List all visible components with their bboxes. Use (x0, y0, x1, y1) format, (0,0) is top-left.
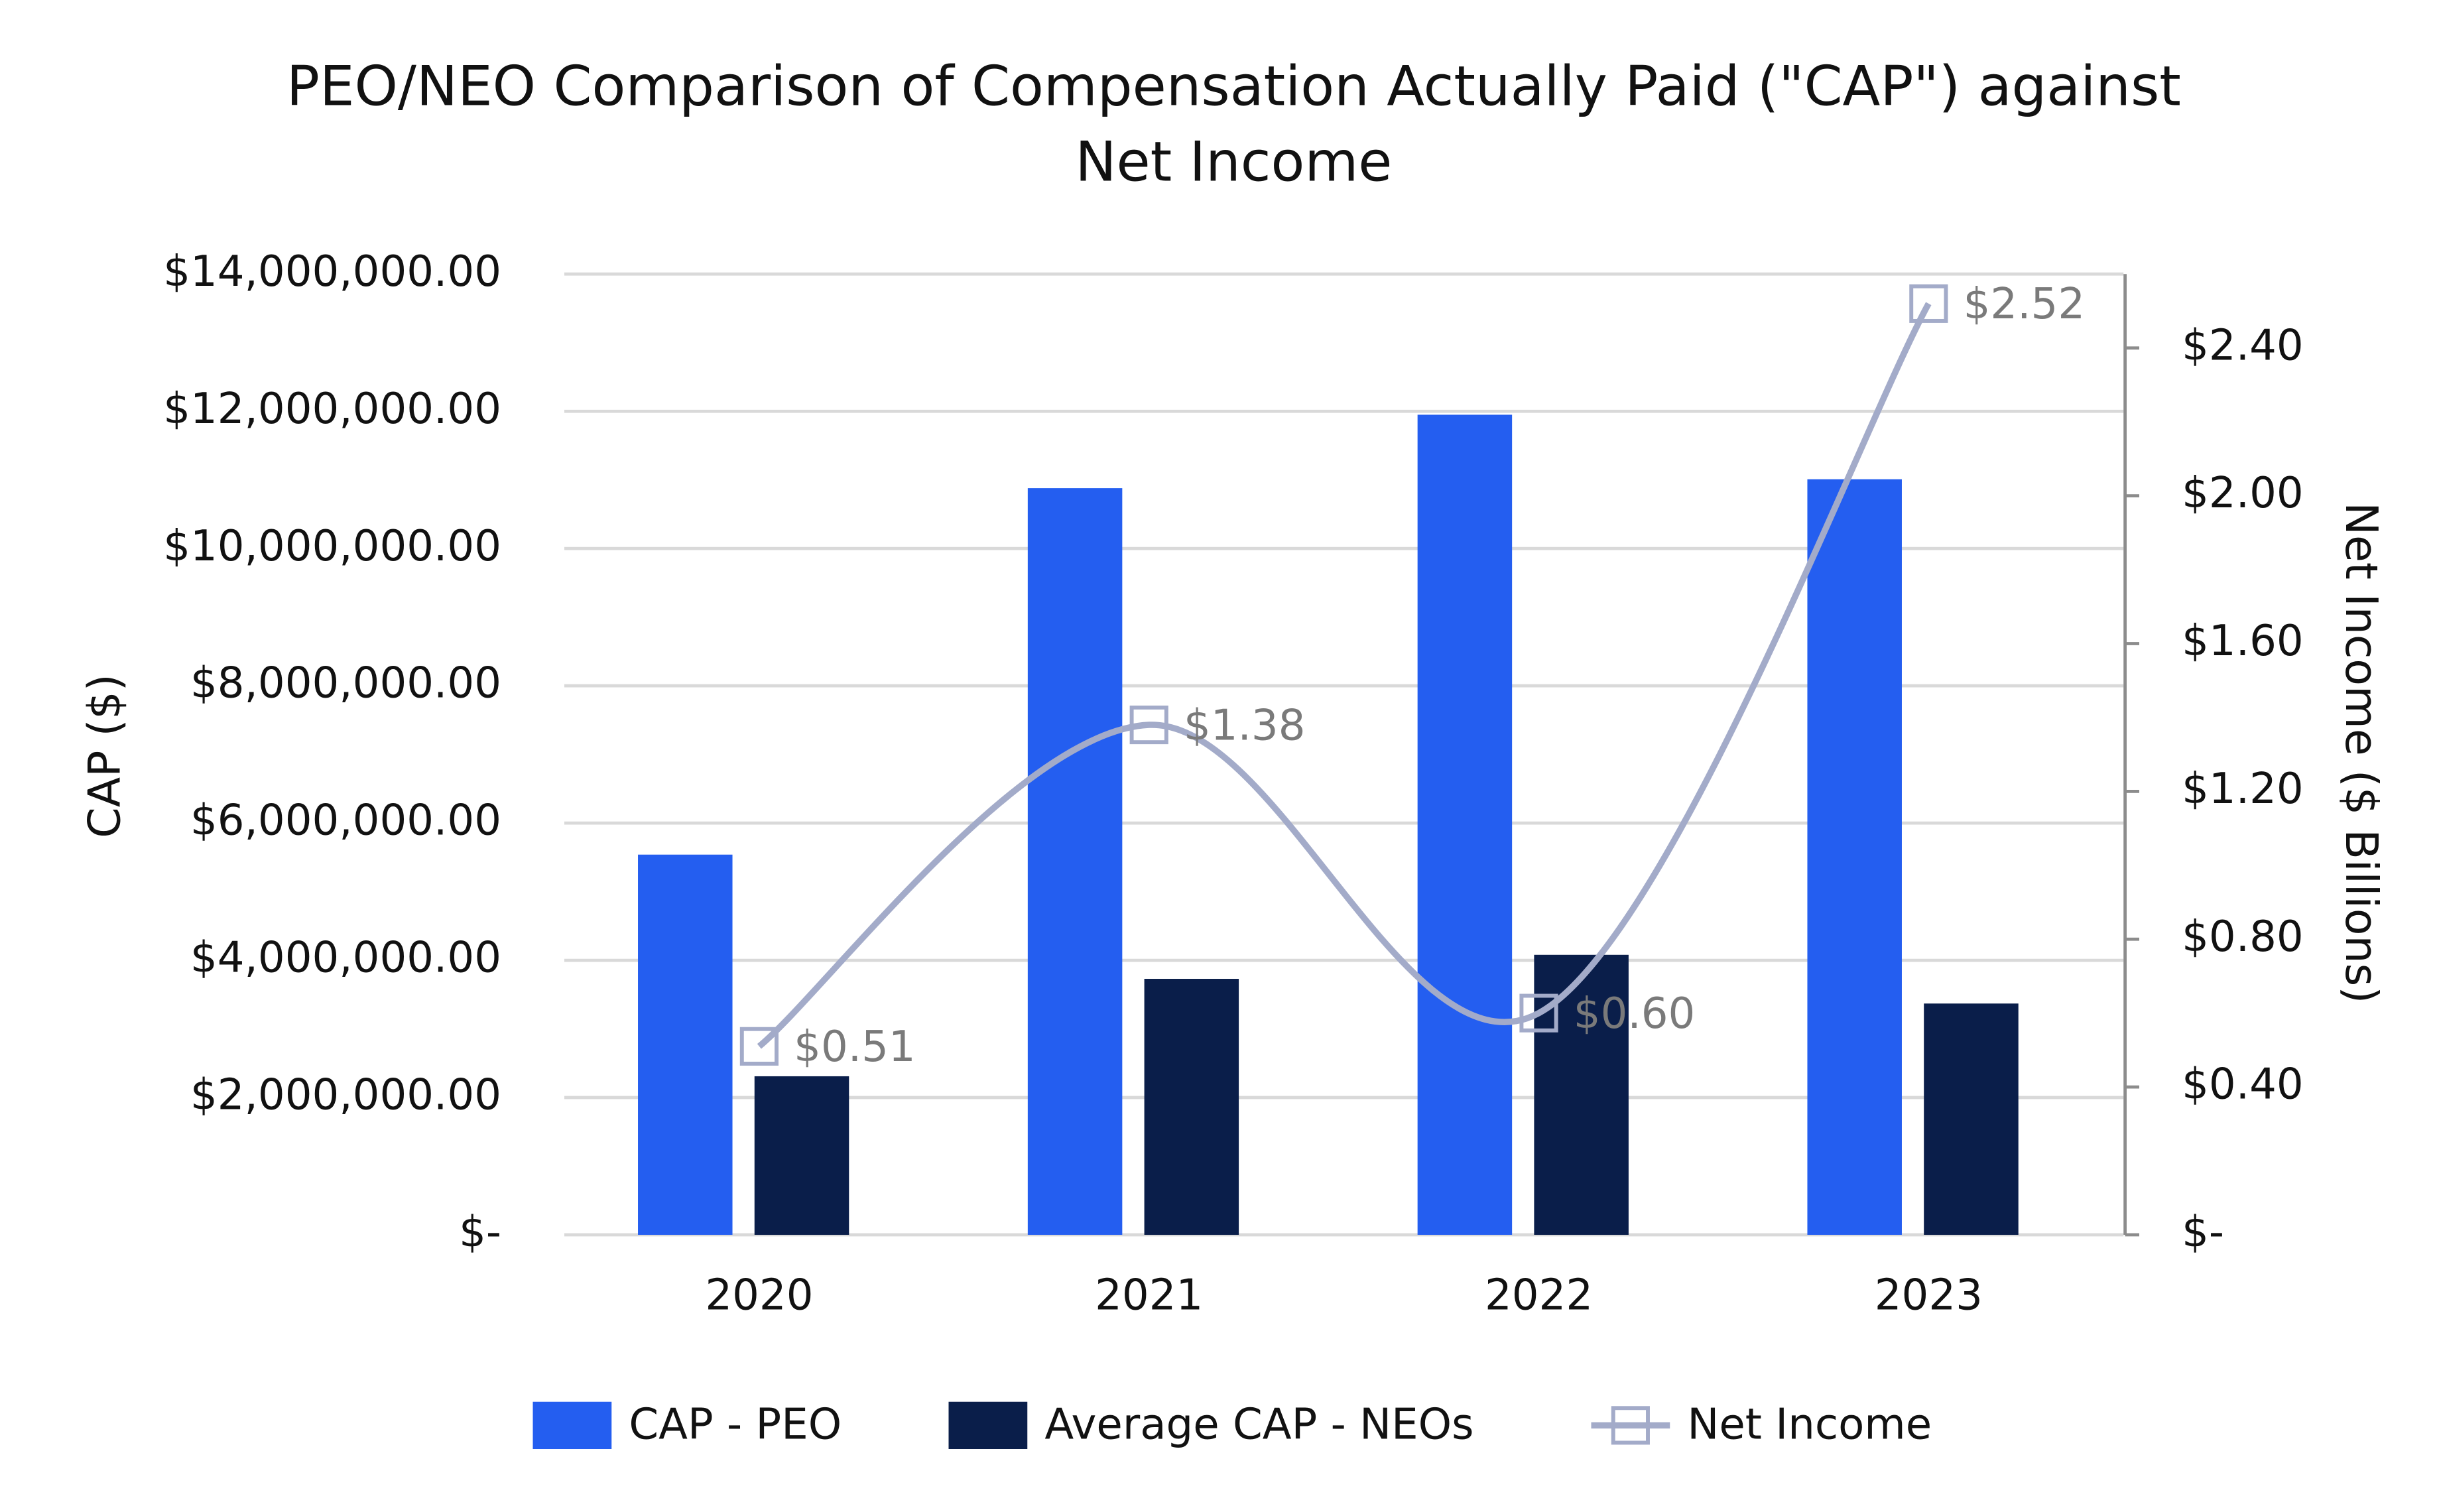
y2-tick-label: $1.60 (2182, 616, 2304, 666)
marker (739, 1027, 779, 1066)
data-label: $1.38 (1184, 700, 1306, 750)
legend-label: Average CAP - NEOs (1044, 1399, 1473, 1449)
chart-title: Net Income (1075, 129, 1392, 194)
y-tick-label: $2,000,000.00 (190, 1070, 501, 1120)
y-tick-label: $- (459, 1208, 501, 1257)
legend-label: CAP - PEO (629, 1399, 842, 1449)
y2-tick-label: $0.80 (2182, 912, 2304, 962)
marker (1909, 284, 1948, 323)
x-tick-label: 2020 (705, 1271, 813, 1320)
data-label: $0.60 (1574, 989, 1696, 1039)
y-tick-label: $14,000,000.00 (163, 247, 501, 296)
bar (1924, 1003, 2019, 1235)
data-label: $0.51 (794, 1022, 916, 1072)
y2-tick-label: $- (2182, 1208, 2224, 1257)
bar (1144, 979, 1239, 1235)
bar (1027, 488, 1123, 1235)
line (757, 302, 1932, 1049)
x-tick-label: 2023 (1875, 1271, 1983, 1320)
legend-swatch (1611, 1406, 1650, 1445)
data-label: $2.52 (1964, 279, 2086, 329)
legend-swatch (532, 1401, 612, 1449)
y-tick-label: $4,000,000.00 (190, 933, 501, 983)
legend-label: Net Income (1687, 1399, 1932, 1449)
y2-tick-label: $1.20 (2182, 764, 2304, 814)
bar (1534, 954, 1629, 1235)
legend-swatch (948, 1401, 1028, 1449)
y2-tick-label: $2.00 (2182, 468, 2304, 518)
x-tick-label: 2021 (1095, 1271, 1203, 1320)
bar (1417, 414, 1513, 1235)
marker (1129, 705, 1168, 745)
y-axis-title: CAP ($) (78, 674, 130, 838)
bar (638, 854, 733, 1235)
bar (1807, 479, 1902, 1235)
x-tick-label: 2022 (1485, 1271, 1593, 1320)
y2-axis-title: Net Income ($ Billions) (2336, 502, 2387, 1003)
y-tick-label: $6,000,000.00 (190, 796, 501, 846)
y-tick-label: $12,000,000.00 (163, 384, 501, 434)
y2-tick-label: $0.40 (2182, 1060, 2304, 1109)
marker (1519, 993, 1558, 1033)
y-tick-label: $10,000,000.00 (163, 521, 501, 571)
chart-title: PEO/NEO Comparison of Compensation Actua… (286, 54, 2181, 118)
y-tick-label: $8,000,000.00 (190, 659, 501, 708)
y2-tick-label: $2.40 (2182, 320, 2304, 370)
bar (754, 1076, 849, 1235)
